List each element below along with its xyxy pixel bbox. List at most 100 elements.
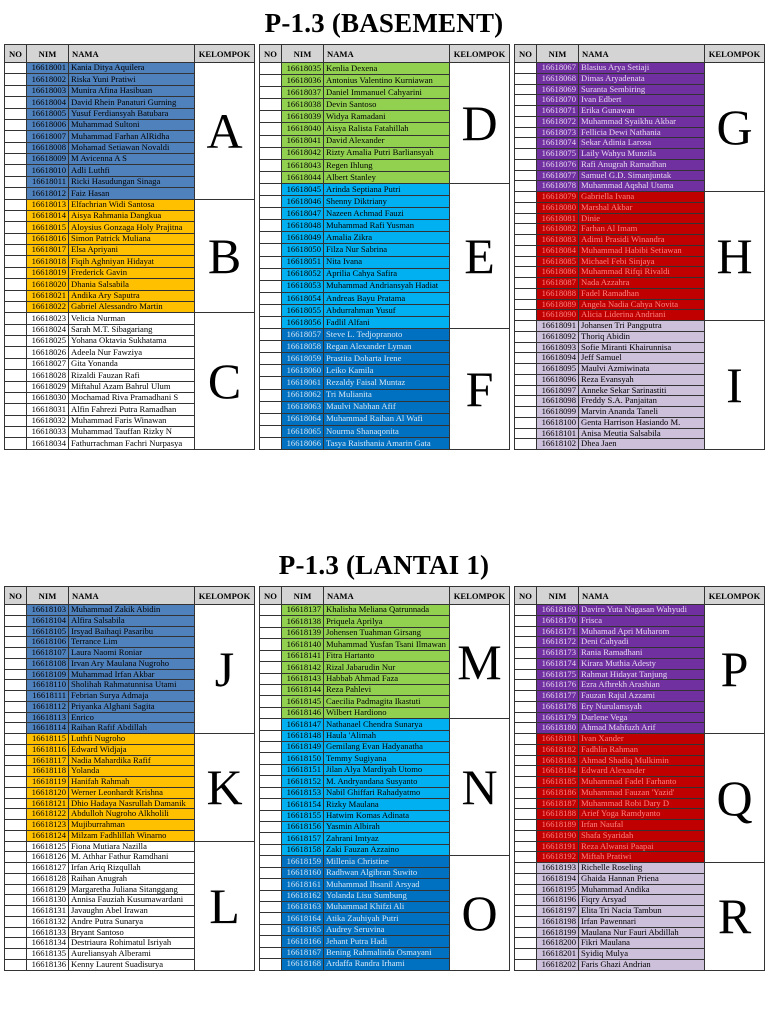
table-row: 16618155 Hatwim Komas Adinata [259,809,510,823]
cell-nama: Rafi Anugrah Ramadhan [578,158,705,171]
cell-nim: 16618065 [281,424,324,438]
cell-nama: Alicia Liderina Andriani [578,309,705,321]
table-row: 16618119 Hanifah Rahmah [4,776,255,788]
group-label: R [704,862,765,971]
cell-no [514,255,537,268]
cell-nim: 16618085 [536,255,579,268]
cell-nim: 16618166 [281,935,324,948]
cell-nama: Velicia Nurman [68,312,195,325]
group-label: D [449,62,510,184]
cell-nim: 16618094 [536,352,579,364]
cell-nim: 16618043 [281,158,324,172]
group-label: O [449,855,510,971]
cell-nim: 16618180 [536,722,579,734]
group-label: Q [704,733,765,863]
cell-no [259,207,282,221]
cell-nim: 16618042 [281,146,324,160]
cell-no [259,255,282,269]
cell-no [4,948,27,960]
cell-no [514,840,537,853]
cell-no [4,905,27,917]
cell-no [259,729,282,743]
cell-no [514,937,537,949]
cell-nim: 16618150 [281,752,324,765]
cell-nama: Abdurrahman Yusuf [323,303,450,317]
cell-nim: 16618035 [281,61,324,76]
cell-no [514,373,537,386]
cell-nim: 16618113 [26,711,69,724]
header-kelompok: KELOMPOK [449,586,510,605]
cell-nama: Steve L. Tedjopranoto [323,328,450,342]
cell-no [259,889,282,902]
table-row: 16618091 Johansen Tri Pangputra I [514,320,765,450]
table-row: 16618001 Kania Ditya Aquilera A [4,61,255,200]
cell-nim: 16618139 [281,626,324,640]
cell-nama: Yolanda [68,765,195,777]
cell-nim: 16618145 [281,695,324,708]
cell-no [4,425,27,439]
cell-no [514,234,537,246]
cell-nim: 16618019 [26,266,69,280]
cell-nim: 16618080 [536,201,579,214]
cell-nama: Anisa Meutia Salsabila [578,427,705,440]
cell-no [514,384,537,397]
cell-nama: Rizty Amalia Putri Barliansyah [323,146,450,160]
cell-nama: Alfin Fahrezi Putra Ramadhan [68,403,195,416]
cell-no [514,636,537,648]
table-row: 16618070 Ivan Edbert [514,94,765,106]
table-row: 16618103 Muhammad Zakik Abidin J [4,604,255,734]
cell-no [514,754,537,767]
cell-no [514,679,537,691]
table-row: 16618035 Kenlia Dexena D [259,61,510,184]
cell-nim: 16618149 [281,741,324,754]
table-row: 16618053 Muhammad Andriansyah Hadiat [259,279,510,293]
cell-nama: Albert Stanley [323,170,450,184]
cell-no [514,438,537,450]
cell-nama: Johensen Tuahman Girsang [323,626,450,640]
cell-nim: 16618055 [281,303,324,317]
table-row: 16618160 Radhwan Algibran Suwito [259,866,510,880]
cell-no [4,819,27,831]
cell-nim: 16618136 [26,958,69,971]
cell-nim: 16618176 [536,679,579,691]
cell-nama: Dhania Salsabila [68,278,195,291]
cell-no [4,786,27,799]
cell-nim: 16618188 [536,808,579,820]
cell-no [4,232,27,246]
table-row: 16618180 Ahmad Mahfuzh Arif [514,722,765,734]
group-label: J [194,604,255,734]
cell-nama: Maulana Nur Fauri Abdillah [578,926,705,939]
cell-no [514,105,537,117]
cell-nim: 16618072 [536,115,579,128]
cell-nim: 16618123 [26,819,69,831]
group-table: NO NIM NAMA KELOMPOK 16618001 Kania Ditya Aqu… [4,44,255,450]
cell-nama: Prastita Doharta Irene [323,352,450,366]
cell-nim: 16618187 [536,797,579,810]
cell-no [514,427,537,440]
cell-nim: 16618138 [281,615,324,628]
cell-nama: Andika Ary Saputra [68,289,195,302]
table-row: 16618046 Shenny Diktriany [259,195,510,209]
cell-nim: 16618151 [281,763,324,777]
cell-no [4,209,27,223]
cell-no [514,298,537,311]
table-row: 16618097 Anneke Sekar Sarinastiti [514,384,765,397]
cell-nama: Regen Ihlung [323,158,450,172]
cell-nim: 16618032 [26,414,69,428]
cell-nama: Rezaldy Faisal Muntaz [323,376,450,390]
cell-no [4,221,27,234]
cell-nama: Muhammad Irfan Akbar [68,668,195,681]
cell-no [514,158,537,171]
group-table: NO NIM NAMA KELOMPOK 16618035 Kenlia Dexena D 1… [259,44,510,451]
cell-nim: 16618152 [281,775,324,788]
cell-no [4,391,27,405]
cell-nim: 16618199 [536,926,579,939]
cell-no [259,303,282,317]
cell-nim: 16618070 [536,94,579,106]
cell-no [4,300,27,314]
cell-nim: 16618009 [26,152,69,166]
cell-no [4,73,27,86]
cell-nama: Priquela Aprilya [323,615,450,628]
cell-nim: 16618124 [26,829,69,842]
cell-nim: 16618155 [281,809,324,823]
